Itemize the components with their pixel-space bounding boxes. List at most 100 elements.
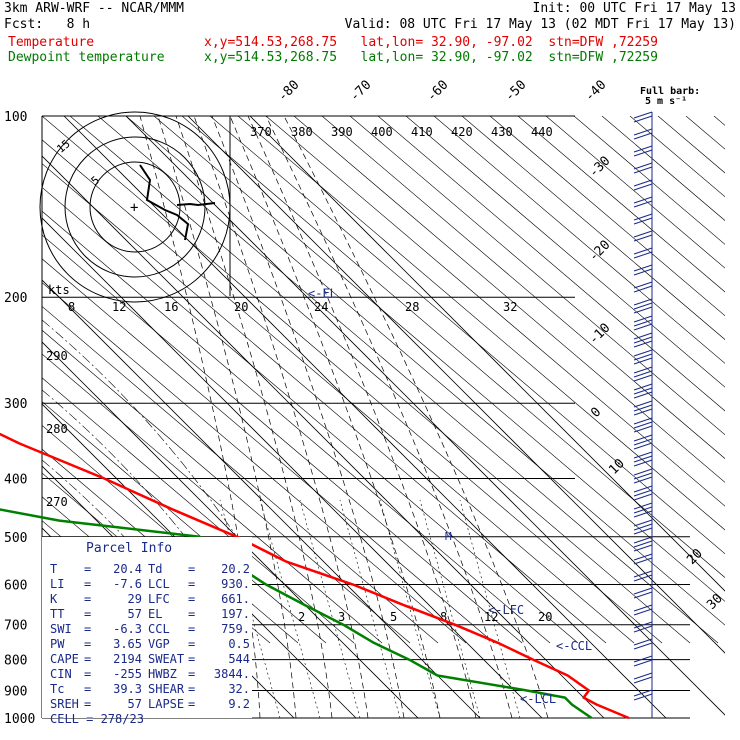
dry-adiabat-line bbox=[42, 116, 663, 644]
parcel-info-eq: = bbox=[84, 667, 91, 681]
wind-barb bbox=[633, 621, 653, 629]
isotherm-label: 20 bbox=[684, 546, 706, 568]
wind-barb bbox=[633, 519, 653, 527]
parcel-info-eq: = bbox=[84, 652, 91, 666]
dry-adiabat-label: 380 bbox=[291, 125, 313, 139]
wind-barb bbox=[633, 281, 653, 289]
dry-adiabat-label: 400 bbox=[371, 125, 393, 139]
dry-adiabat-line bbox=[42, 282, 467, 644]
dry-adiabat-line bbox=[181, 116, 725, 578]
wind-barb bbox=[633, 353, 653, 361]
wind-barb bbox=[633, 149, 653, 157]
moist-adiabat-line bbox=[211, 116, 405, 718]
wind-barb bbox=[633, 306, 653, 314]
wind-barb-legend-title: Full barb: bbox=[640, 86, 700, 97]
dry-adiabat-line bbox=[349, 116, 725, 436]
parcel-info-key: EL bbox=[148, 607, 162, 621]
wind-barb bbox=[633, 145, 653, 153]
dry-adiabat-line bbox=[377, 116, 725, 412]
dry-adiabat-line bbox=[42, 163, 607, 644]
hodograph-speed-label: 12 bbox=[112, 300, 126, 314]
parcel-info-value: 930. bbox=[221, 577, 250, 591]
isotherm-label: -20 bbox=[586, 238, 613, 265]
hodograph-trace-tail bbox=[176, 202, 216, 207]
temperature-profile-line bbox=[0, 432, 630, 720]
parcel-info-eq: = bbox=[188, 562, 195, 576]
theta-e-label: 270 bbox=[46, 495, 68, 509]
wind-barb bbox=[633, 451, 653, 459]
moist-adiabat-line bbox=[157, 116, 297, 718]
legend-temperature-label: Temperature bbox=[8, 35, 95, 50]
isotherm-line bbox=[42, 217, 543, 718]
wind-barb bbox=[633, 570, 653, 578]
pressure-tick-label: 100 bbox=[4, 110, 27, 125]
dry-adiabat-line bbox=[545, 116, 725, 269]
parcel-info-key: CAPE bbox=[50, 652, 79, 666]
dry-adiabat-label: 410 bbox=[411, 125, 433, 139]
level-marker-label: <-LCL bbox=[520, 692, 556, 706]
wind-barb bbox=[633, 374, 653, 382]
dry-adiabat-line bbox=[265, 116, 725, 507]
parcel-info-eq: = bbox=[188, 697, 195, 711]
wind-barb bbox=[633, 357, 653, 365]
dry-adiabat-line bbox=[489, 116, 725, 317]
wind-barb bbox=[633, 625, 653, 633]
wind-barb bbox=[633, 544, 653, 552]
parcel-info-eq: = bbox=[84, 622, 91, 636]
isotherm-line bbox=[42, 341, 419, 718]
wind-barb bbox=[633, 574, 653, 582]
parcel-info-key: PW bbox=[50, 637, 65, 651]
wind-barb bbox=[633, 323, 653, 331]
wind-barb bbox=[633, 493, 653, 501]
isotherm-label: 0 bbox=[588, 405, 604, 421]
theta-e-label: 280 bbox=[46, 422, 68, 436]
parcel-info-value: 20.4 bbox=[113, 562, 142, 576]
parcel-info-eq: = bbox=[84, 577, 91, 591]
parcel-info-value: 661. bbox=[221, 592, 250, 606]
hodograph-speed-unit: kts bbox=[48, 283, 70, 297]
parcel-info-value: 9.2 bbox=[228, 697, 250, 711]
hodograph-speed-label: 24 bbox=[314, 300, 328, 314]
pressure-tick-label: 400 bbox=[4, 472, 27, 487]
parcel-info-value: -7.6 bbox=[113, 577, 142, 591]
dry-adiabat-line bbox=[69, 116, 691, 644]
wind-barb bbox=[633, 404, 653, 412]
parcel-info-eq: = bbox=[84, 562, 91, 576]
dry-adiabat-line bbox=[461, 116, 725, 340]
parcel-info-eq: = bbox=[84, 637, 91, 651]
mixing-ratio-label: 20 bbox=[538, 610, 552, 624]
moist-adiabat-line bbox=[229, 116, 441, 718]
wind-barb bbox=[633, 659, 653, 667]
isotherm-label: 10 bbox=[606, 456, 628, 478]
wind-barb bbox=[633, 111, 653, 119]
parcel-info-eq: = bbox=[84, 682, 91, 696]
wind-barb bbox=[633, 510, 653, 518]
dry-adiabat-label: 390 bbox=[331, 125, 353, 139]
wind-barb bbox=[633, 340, 653, 348]
level-marker-label: <-LFC bbox=[488, 603, 524, 617]
parcel-info-value: 32. bbox=[228, 682, 250, 696]
wind-barb bbox=[633, 166, 653, 174]
wind-barb bbox=[633, 302, 653, 310]
parcel-info-value: 759. bbox=[221, 622, 250, 636]
wind-barb bbox=[633, 502, 653, 510]
dry-adiabat-label: 370 bbox=[250, 125, 272, 139]
wind-barb bbox=[633, 247, 653, 255]
wind-barb bbox=[633, 230, 653, 238]
parcel-info-value: 3844. bbox=[214, 667, 250, 681]
hodograph-center-marker: + bbox=[130, 200, 138, 216]
hodograph-trace bbox=[139, 164, 190, 241]
mixing-ratio-label: 2 bbox=[298, 610, 305, 624]
wind-barb bbox=[633, 336, 653, 344]
parcel-info-key: SWI bbox=[50, 622, 72, 636]
isotherm-label: -40 bbox=[582, 78, 609, 105]
wind-barb bbox=[633, 128, 653, 136]
parcel-info-value: 57 bbox=[128, 607, 142, 621]
wind-barb bbox=[633, 604, 653, 612]
parcel-info-value: 2194 bbox=[113, 652, 142, 666]
parcel-info-value: 3.65 bbox=[113, 637, 142, 651]
wind-barb bbox=[633, 298, 653, 306]
dry-adiabat-line bbox=[42, 187, 579, 644]
isotherm-label: -70 bbox=[347, 78, 374, 105]
wind-barb bbox=[633, 455, 653, 463]
